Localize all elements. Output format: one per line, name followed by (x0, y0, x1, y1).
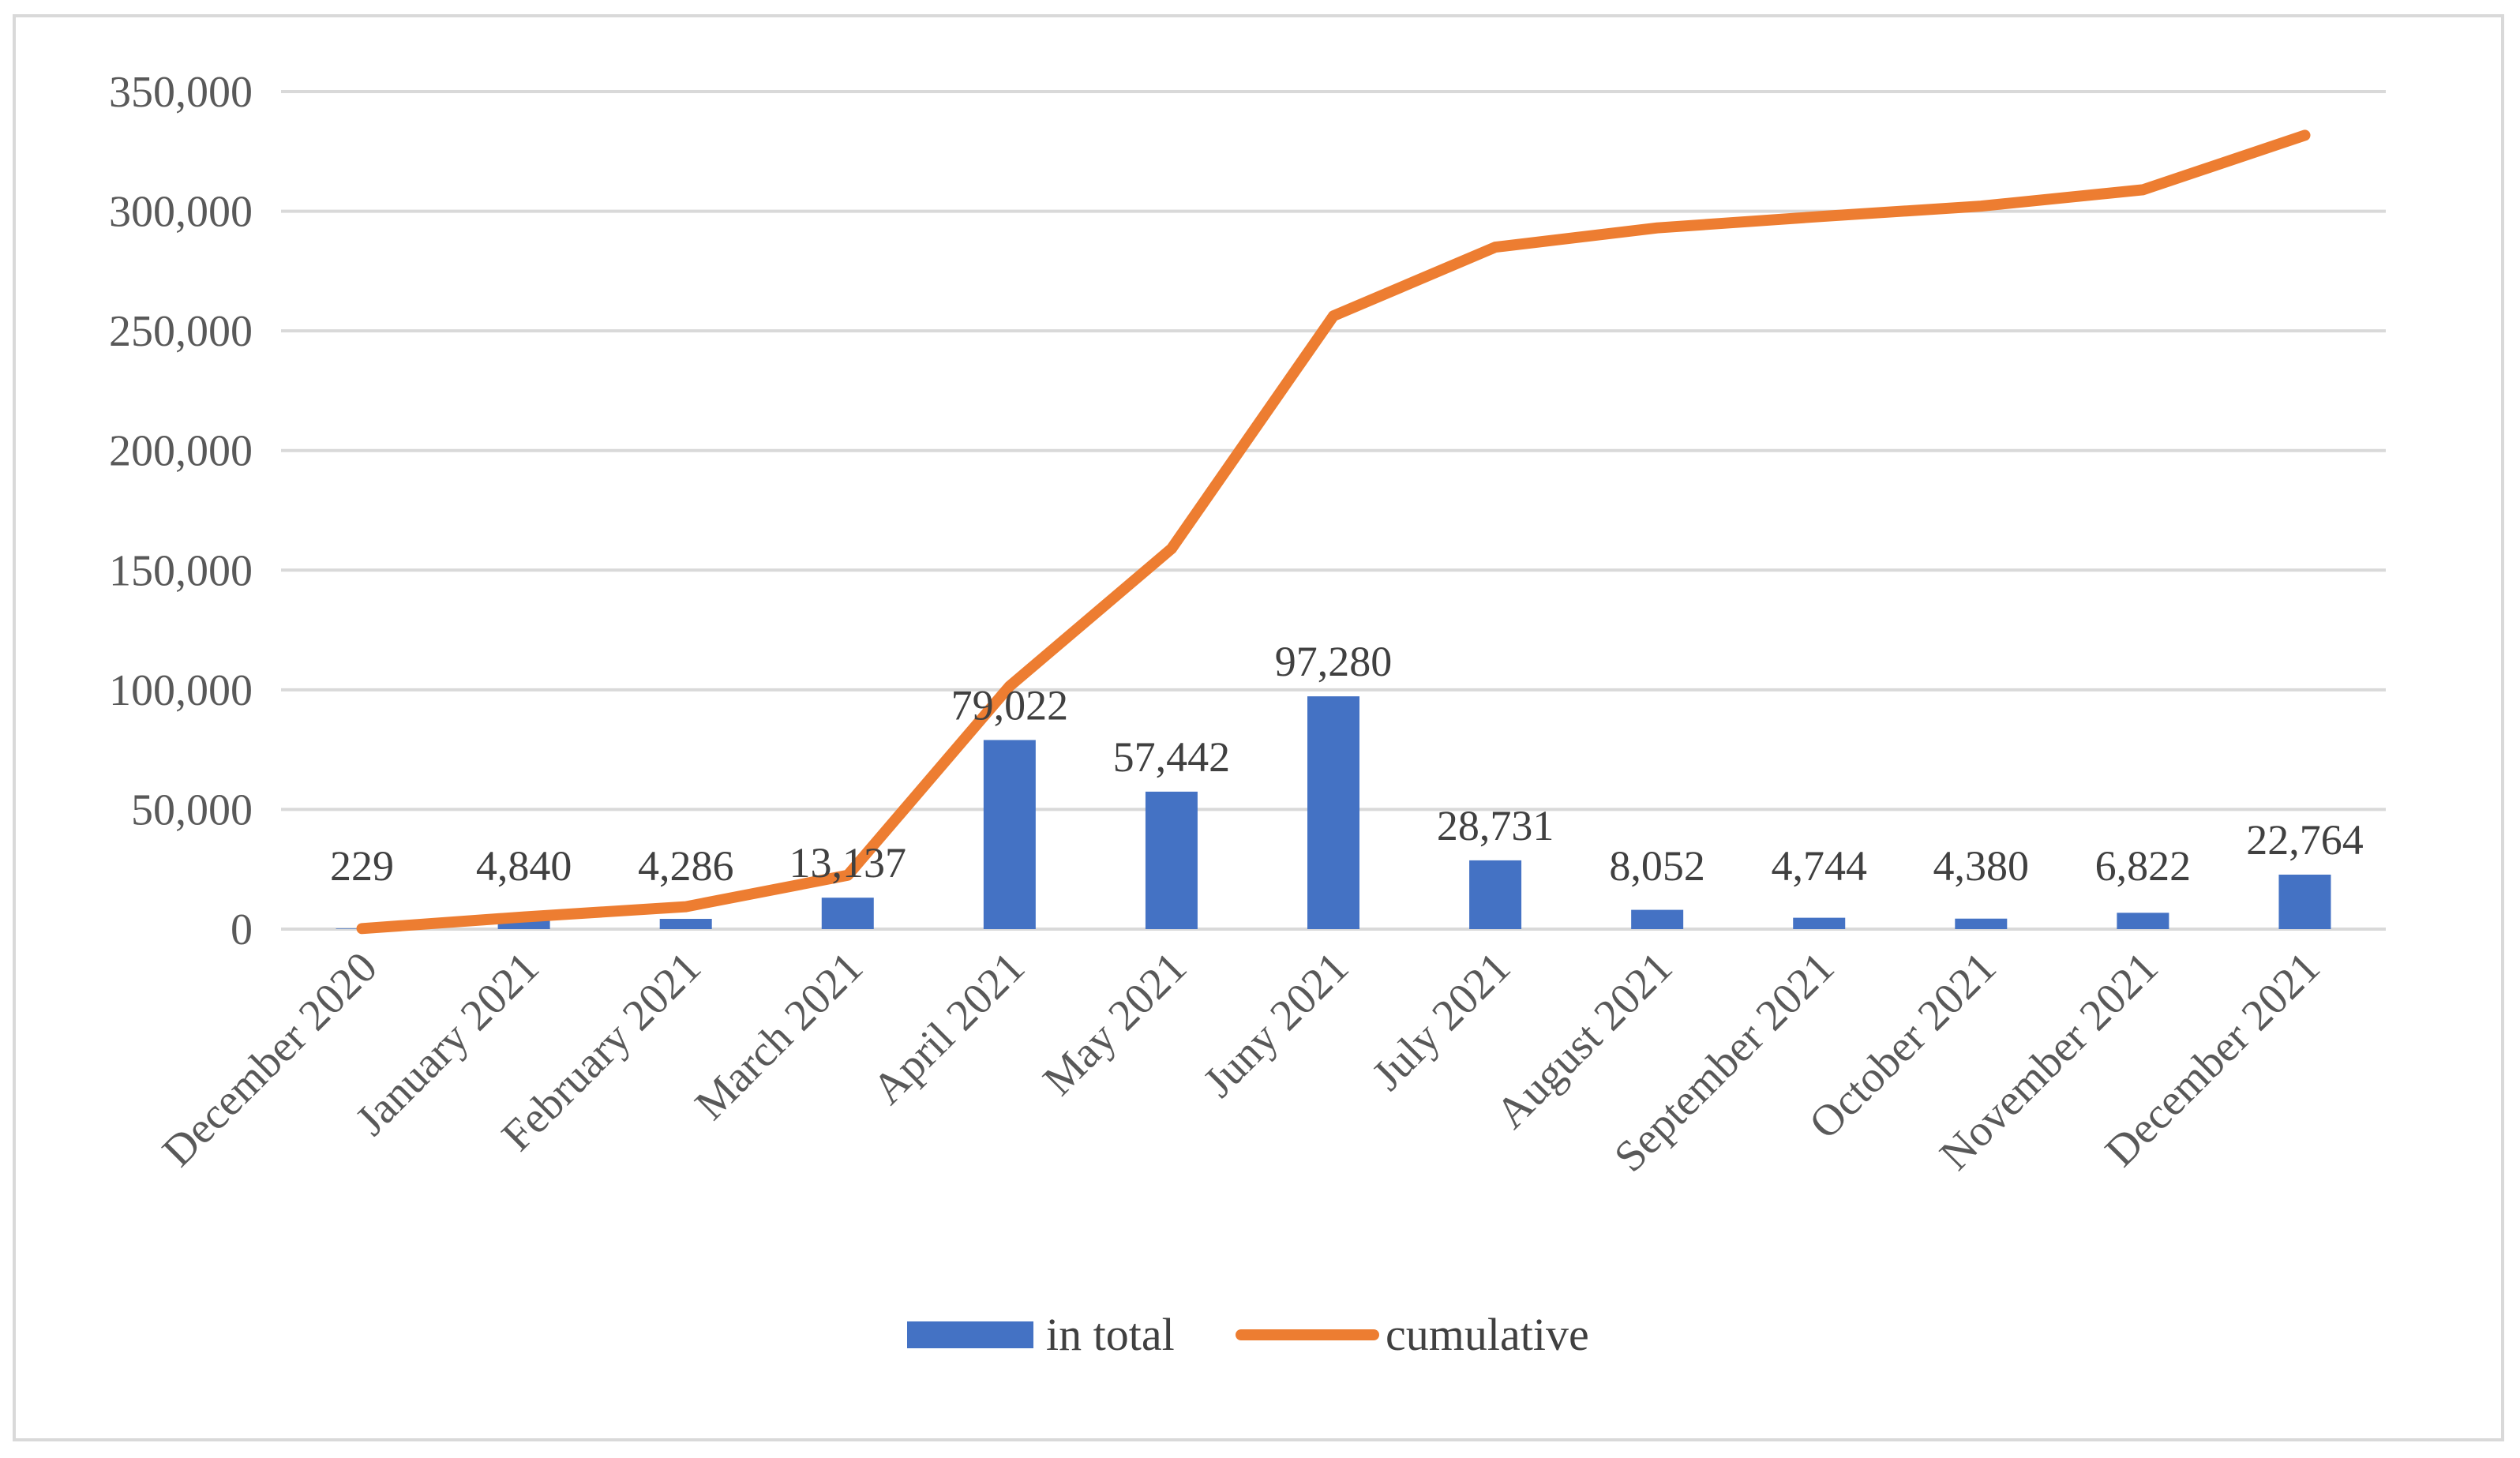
x-tick-label: July 2021 (1363, 943, 1520, 1100)
legend-label-cumulative: cumulative (1386, 1309, 1589, 1360)
x-tick-label: April 2021 (864, 943, 1035, 1114)
data-label: 79,022 (951, 681, 1069, 729)
y-axis-ticks: 0 50,000 100,000 150,000 200,000 250,000 300,0… (109, 68, 253, 954)
chart-frame: 0 50,000 100,000 150,000 200,000 250,000 300,0… (13, 14, 2504, 1441)
cumulative-line (356, 129, 2311, 935)
bar (821, 898, 874, 929)
data-label: 4,380 (1933, 842, 2030, 890)
bar (1145, 791, 1198, 929)
bar (1793, 917, 1846, 929)
x-tick-label: May 2021 (1034, 943, 1197, 1105)
y-tick-label: 300,000 (109, 188, 253, 237)
y-tick-label: 0 (231, 905, 253, 954)
legend-swatch-in-total (907, 1321, 1033, 1348)
data-label: 22,764 (2246, 816, 2364, 864)
data-label: 229 (330, 842, 394, 890)
data-label: 97,280 (1275, 638, 1393, 685)
bar-series-in-total (336, 696, 2331, 929)
legend: in total cumulative (907, 1309, 1589, 1360)
x-tick-label: March 2021 (686, 943, 872, 1129)
line-series-cumulative (356, 129, 2311, 935)
y-tick-label: 150,000 (109, 546, 253, 595)
data-labels: 229 4,840 4,286 13,137 79,022 57,442 97,280 28,… (330, 638, 2364, 890)
data-label: 4,840 (476, 842, 572, 890)
bar (983, 740, 1036, 929)
bar (2278, 874, 2331, 929)
x-tick-label: Juny 2021 (1194, 943, 1358, 1107)
y-tick-label: 350,000 (109, 68, 253, 117)
x-tick-label: December 2020 (153, 943, 387, 1176)
y-tick-label: 250,000 (109, 307, 253, 356)
bar (659, 919, 712, 929)
gridlines (281, 90, 2386, 931)
legend-label-in-total: in total (1046, 1309, 1175, 1360)
y-tick-label: 100,000 (109, 666, 253, 715)
data-label: 57,442 (1113, 733, 1231, 781)
data-label: 8,052 (1609, 842, 1705, 890)
bar (1631, 909, 1684, 929)
data-label: 13,137 (789, 839, 907, 886)
bar (2117, 913, 2169, 929)
y-tick-label: 200,000 (109, 427, 253, 476)
data-label: 6,822 (2095, 842, 2192, 890)
data-label: 4,744 (1771, 842, 1867, 890)
data-label: 4,286 (638, 842, 734, 890)
bar (1469, 860, 1522, 929)
data-label: 28,731 (1437, 802, 1554, 849)
y-tick-label: 50,000 (131, 785, 253, 834)
chart: 0 50,000 100,000 150,000 200,000 250,000 300,0… (109, 68, 2386, 1360)
bar (1307, 696, 1359, 929)
bar (1955, 918, 2008, 929)
